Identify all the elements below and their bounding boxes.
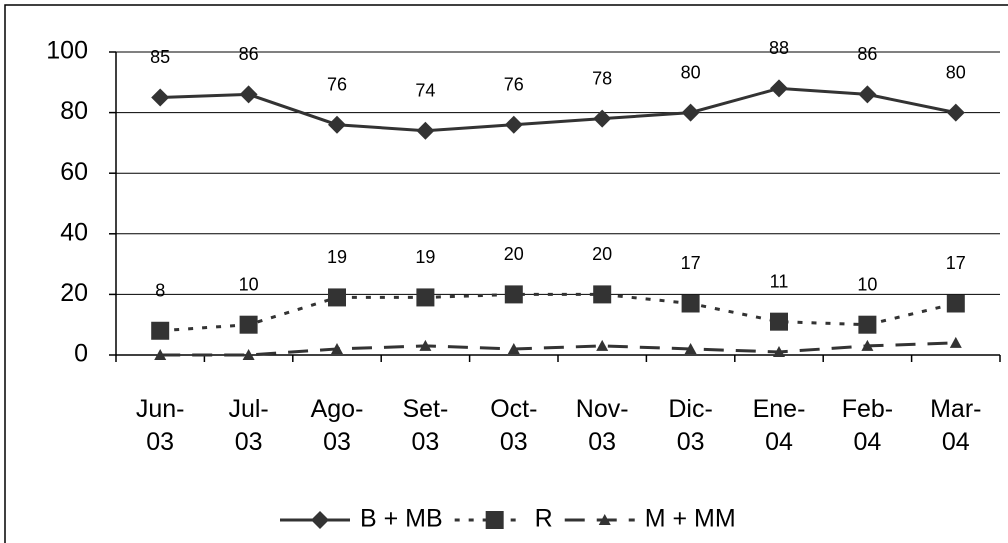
marker-square	[239, 315, 258, 334]
data-label: 19	[327, 247, 347, 267]
marker-square	[151, 321, 170, 340]
marker-diamond	[858, 85, 877, 104]
data-label: 10	[857, 274, 877, 294]
x-tick-label: Set-03	[402, 395, 448, 456]
data-label: 20	[504, 244, 524, 264]
marker-triangle	[861, 339, 874, 351]
marker-diamond	[593, 109, 612, 128]
marker-square	[504, 285, 523, 304]
marker-triangle	[596, 339, 609, 351]
legend: B + MB R M + MM	[280, 505, 736, 533]
marker-square	[328, 288, 346, 307]
data-label: 10	[239, 274, 259, 294]
x-tick-label: Mar-04	[930, 395, 981, 456]
y-tick-label: 40	[60, 218, 88, 246]
x-tick-label: Nov-03	[576, 395, 629, 456]
data-label: 76	[327, 74, 347, 94]
data-label: 20	[592, 244, 612, 264]
y-tick-label: 100	[46, 37, 88, 65]
x-tick-label: Ene-04	[753, 395, 806, 456]
marker-square	[681, 294, 700, 313]
marker-square	[770, 312, 788, 331]
x-tick-label: Feb-04	[842, 395, 893, 456]
marker-triangle	[773, 345, 785, 357]
x-tick-label: Oct-03	[490, 395, 537, 456]
data-label: 11	[770, 271, 789, 291]
data-label: 8	[155, 281, 165, 301]
marker-square	[858, 315, 877, 334]
marker-diamond	[328, 115, 346, 134]
marker-diamond	[239, 85, 258, 104]
marker-diamond	[151, 88, 170, 107]
marker-triangle	[684, 342, 697, 354]
legend-label: B + MB	[360, 505, 443, 533]
x-tick-label: Ago-03	[311, 395, 364, 456]
data-label: 76	[504, 74, 524, 94]
marker-diamond	[504, 115, 523, 134]
marker-square	[593, 285, 612, 304]
marker-triangle	[331, 342, 343, 354]
x-tick-label: Jul-03	[228, 395, 268, 456]
series-line	[160, 341, 956, 357]
legend-marker	[311, 511, 329, 529]
data-label: 85	[150, 47, 170, 67]
marker-triangle	[419, 339, 432, 351]
data-label: 74	[415, 81, 435, 101]
series-line	[160, 86, 957, 133]
data-label: 86	[239, 44, 259, 64]
data-label: 80	[681, 62, 701, 82]
chart-frame	[4, 4, 1008, 543]
marker-square	[946, 294, 965, 313]
data-label: 17	[946, 253, 966, 273]
legend-label: M + MM	[645, 505, 736, 533]
data-label: 88	[769, 38, 789, 58]
x-tick-label: Dic-03	[668, 395, 712, 456]
data-label: 86	[857, 44, 877, 64]
data-label: 80	[946, 62, 966, 82]
legend-label: R	[535, 505, 553, 533]
legend-marker	[485, 511, 504, 529]
series-line	[160, 292, 957, 333]
y-tick-label: 20	[60, 279, 88, 307]
data-label: 19	[415, 247, 435, 267]
x-tick-label: Jun-03	[136, 395, 185, 456]
marker-triangle	[154, 349, 167, 360]
y-tick-label: 80	[60, 97, 88, 125]
y-tick-label: 60	[60, 158, 88, 186]
y-tick-label: 0	[74, 340, 88, 368]
data-label: 78	[592, 68, 612, 88]
marker-triangle	[949, 336, 962, 348]
legend-marker	[598, 514, 611, 525]
marker-diamond	[416, 121, 435, 140]
marker-triangle	[507, 342, 520, 354]
marker-square	[416, 288, 435, 307]
marker-diamond	[946, 103, 965, 122]
marker-diamond	[681, 103, 700, 122]
data-label: 17	[681, 253, 701, 273]
marker-diamond	[770, 79, 788, 98]
marker-triangle	[242, 349, 255, 360]
